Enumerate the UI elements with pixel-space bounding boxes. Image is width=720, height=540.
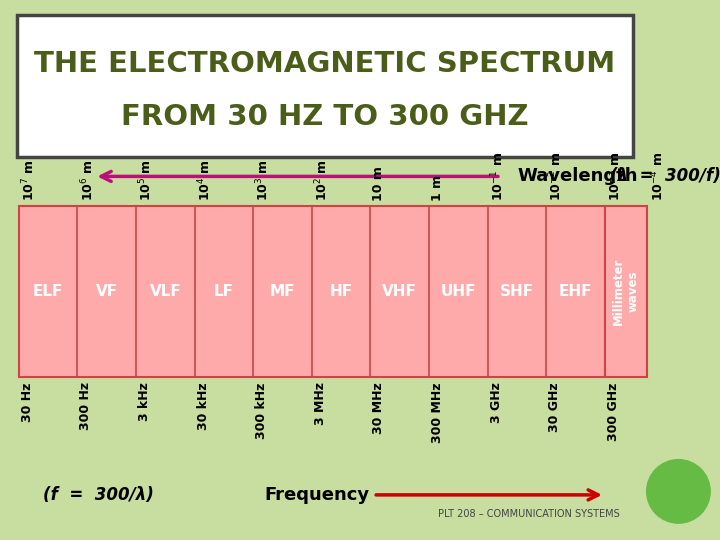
Text: 10$^3$ m: 10$^3$ m bbox=[255, 159, 271, 201]
Text: 300 kHz: 300 kHz bbox=[255, 382, 268, 438]
Text: 30 MHz: 30 MHz bbox=[372, 382, 385, 434]
Text: 10$^6$ m: 10$^6$ m bbox=[79, 159, 96, 201]
Text: 10$^{-4}$ m: 10$^{-4}$ m bbox=[649, 152, 666, 201]
Bar bbox=[19, 206, 605, 377]
Text: 30 GHz: 30 GHz bbox=[548, 382, 561, 432]
Text: 3 MHz: 3 MHz bbox=[314, 382, 327, 425]
Text: 10$^5$ m: 10$^5$ m bbox=[138, 159, 155, 201]
Text: 10$^2$ m: 10$^2$ m bbox=[314, 159, 330, 201]
Text: SHF: SHF bbox=[500, 284, 534, 299]
Text: ELF: ELF bbox=[33, 284, 63, 299]
Text: Frequency: Frequency bbox=[265, 486, 370, 504]
Text: 300 MHz: 300 MHz bbox=[431, 382, 444, 443]
Text: VF: VF bbox=[96, 284, 118, 299]
Text: 10$^{-3}$ m: 10$^{-3}$ m bbox=[607, 152, 624, 201]
Text: 1 m: 1 m bbox=[431, 175, 444, 201]
Text: FROM 30 HZ TO 300 GHZ: FROM 30 HZ TO 300 GHZ bbox=[122, 103, 528, 131]
Text: 10$^{-1}$ m: 10$^{-1}$ m bbox=[490, 152, 506, 201]
Text: PLT 208 – COMMUNICATION SYSTEMS: PLT 208 – COMMUNICATION SYSTEMS bbox=[438, 509, 620, 519]
Text: UHF: UHF bbox=[441, 284, 476, 299]
Text: LF: LF bbox=[214, 284, 234, 299]
Text: VHF: VHF bbox=[382, 284, 417, 299]
Text: 10$^7$ m: 10$^7$ m bbox=[21, 159, 37, 201]
Text: EHF: EHF bbox=[559, 284, 593, 299]
Text: 30 kHz: 30 kHz bbox=[197, 382, 210, 430]
Text: 10$^4$ m: 10$^4$ m bbox=[197, 159, 213, 201]
Text: 300 Hz: 300 Hz bbox=[79, 382, 92, 430]
Text: 300 GHz: 300 GHz bbox=[607, 382, 620, 441]
Text: 30 Hz: 30 Hz bbox=[21, 382, 34, 422]
Text: Wavelength: Wavelength bbox=[518, 167, 639, 185]
Text: 3 GHz: 3 GHz bbox=[490, 382, 503, 423]
Text: (λ  =  300/f): (λ = 300/f) bbox=[610, 167, 720, 185]
Text: 10$^{-2}$ m: 10$^{-2}$ m bbox=[548, 152, 564, 201]
Text: HF: HF bbox=[330, 284, 353, 299]
Text: MF: MF bbox=[270, 284, 295, 299]
Bar bbox=[605, 206, 647, 377]
Text: 3 kHz: 3 kHz bbox=[138, 382, 151, 421]
Text: (f  =  300/λ): (f = 300/λ) bbox=[42, 486, 153, 504]
Text: Millimeter
waves: Millimeter waves bbox=[612, 258, 640, 325]
Circle shape bbox=[647, 460, 710, 523]
Text: THE ELECTROMAGNETIC SPECTRUM: THE ELECTROMAGNETIC SPECTRUM bbox=[35, 50, 616, 78]
Bar bbox=[17, 15, 633, 157]
Text: 10 m: 10 m bbox=[372, 166, 385, 201]
Text: VLF: VLF bbox=[150, 284, 181, 299]
